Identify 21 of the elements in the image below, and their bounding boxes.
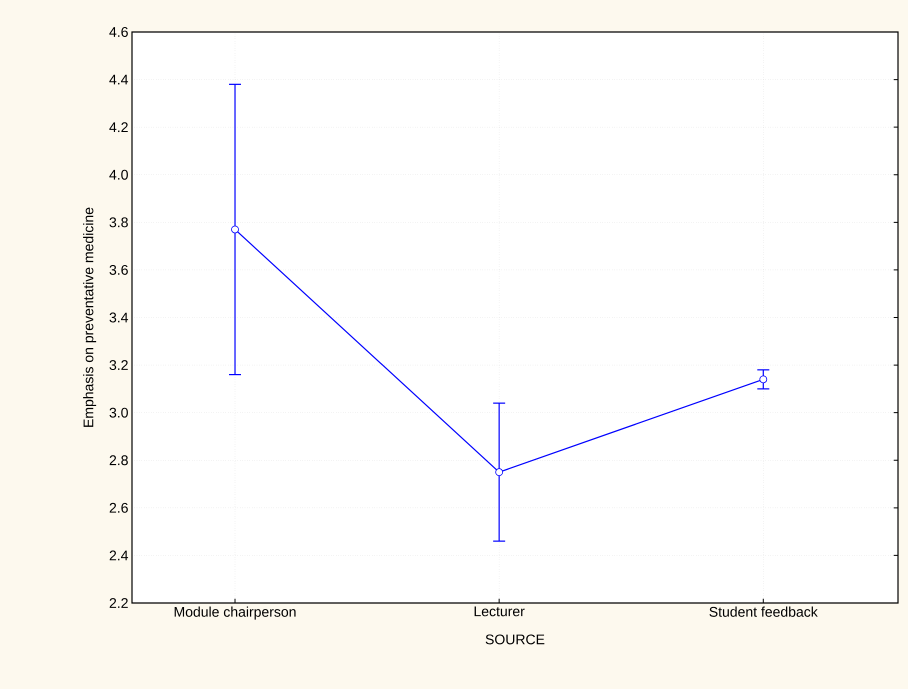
y-tick-label: 3.0: [110, 408, 128, 418]
x-axis-title: SOURCE: [486, 634, 544, 644]
y-tick-label: 4.4: [109, 74, 128, 84]
point: [759, 375, 768, 384]
y-tick-label: 2.2: [110, 598, 128, 608]
x-tick-label: Module chairperson: [174, 606, 296, 620]
y-tick-label: 4.0: [109, 170, 128, 180]
y-tick-label: 3.2: [110, 360, 128, 370]
y-tick-label: 3.6: [110, 264, 128, 275]
y-tick-label: 4.6: [109, 27, 128, 37]
point: [231, 226, 239, 234]
x-tick-label: Lecturer: [474, 606, 525, 616]
y-tick-label: 3.8: [110, 217, 128, 228]
y-tick-label: 4.2: [109, 122, 128, 132]
y-tick-label: 2.4: [110, 550, 128, 560]
y-tick-label: 2.8: [110, 455, 128, 466]
x-tick-label: Student feedback: [709, 606, 818, 617]
y-tick-label: 3.4: [110, 312, 128, 322]
y-axis-title: Emphasis on preventative medicine: [83, 208, 96, 427]
y-tick-label: 2.6: [110, 502, 128, 513]
point: [495, 468, 504, 476]
